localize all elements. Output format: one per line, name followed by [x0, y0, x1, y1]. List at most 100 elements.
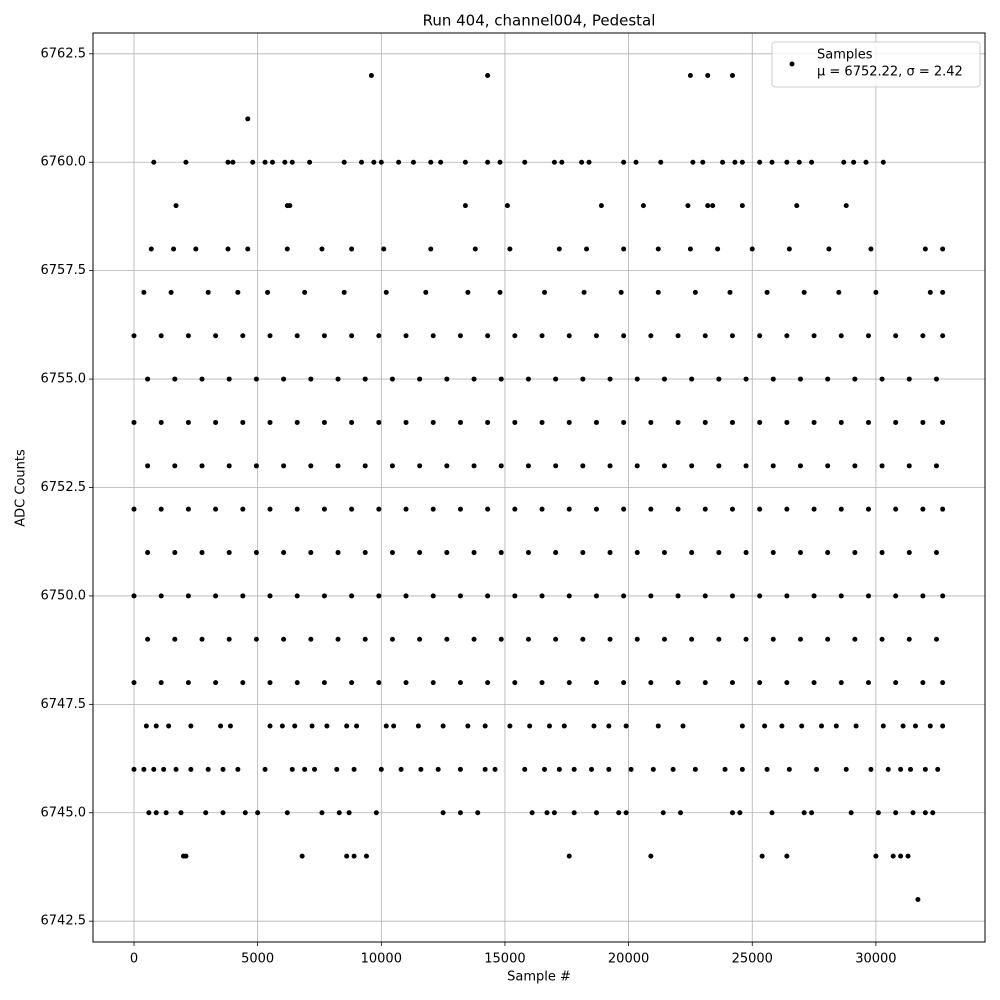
- point: [690, 159, 696, 165]
- point: [324, 723, 330, 729]
- point: [607, 550, 613, 556]
- point: [940, 289, 946, 295]
- point: [634, 550, 640, 556]
- point: [492, 766, 498, 772]
- point: [308, 636, 314, 642]
- point: [220, 810, 226, 816]
- point: [349, 246, 355, 252]
- point: [770, 550, 776, 556]
- point: [417, 463, 423, 469]
- point: [770, 636, 776, 642]
- point: [678, 810, 684, 816]
- point: [245, 246, 251, 252]
- point: [131, 766, 137, 772]
- point: [865, 419, 871, 425]
- point: [465, 289, 471, 295]
- point: [428, 159, 434, 165]
- point: [294, 506, 300, 512]
- point: [336, 810, 342, 816]
- point: [648, 419, 654, 425]
- point: [900, 723, 906, 729]
- point: [199, 463, 205, 469]
- point: [571, 810, 577, 816]
- point: [743, 376, 749, 382]
- point: [417, 376, 423, 382]
- point: [472, 246, 478, 252]
- point: [621, 333, 627, 339]
- point: [786, 246, 792, 252]
- y-tick-label: 6742.5: [41, 914, 87, 929]
- point: [591, 723, 597, 729]
- point: [675, 680, 681, 686]
- point: [507, 246, 513, 252]
- point: [158, 506, 164, 512]
- point: [529, 810, 535, 816]
- point: [457, 766, 463, 772]
- point: [648, 333, 654, 339]
- point: [589, 766, 595, 772]
- point: [784, 506, 790, 512]
- point: [226, 550, 232, 556]
- point: [346, 810, 352, 816]
- point: [811, 506, 817, 512]
- point: [893, 506, 899, 512]
- point: [235, 766, 241, 772]
- point: [794, 203, 800, 209]
- point: [865, 506, 871, 512]
- point: [376, 506, 382, 512]
- point: [898, 853, 904, 859]
- point: [784, 853, 790, 859]
- point: [757, 159, 763, 165]
- point: [809, 810, 815, 816]
- point: [621, 593, 627, 599]
- point: [265, 289, 271, 295]
- point: [396, 159, 402, 165]
- point: [145, 463, 151, 469]
- point: [444, 550, 450, 556]
- point: [852, 636, 858, 642]
- point: [267, 506, 273, 512]
- point: [739, 203, 745, 209]
- point: [485, 73, 491, 79]
- point: [294, 593, 300, 599]
- point: [539, 419, 545, 425]
- point: [553, 463, 559, 469]
- point: [226, 636, 232, 642]
- point: [598, 203, 604, 209]
- point: [471, 636, 477, 642]
- point: [253, 636, 259, 642]
- point: [940, 506, 946, 512]
- point: [702, 506, 708, 512]
- point: [634, 376, 640, 382]
- point: [512, 419, 518, 425]
- point: [185, 419, 191, 425]
- point: [354, 723, 360, 729]
- point: [498, 550, 504, 556]
- point: [873, 853, 879, 859]
- point: [359, 159, 365, 165]
- point: [417, 636, 423, 642]
- point: [344, 853, 350, 859]
- point: [912, 723, 918, 729]
- point: [868, 766, 874, 772]
- point: [482, 766, 488, 772]
- legend: Samples μ = 6752.22, σ = 2.42: [771, 41, 981, 88]
- point: [865, 333, 871, 339]
- point: [868, 246, 874, 252]
- point: [933, 550, 939, 556]
- x-tick-label: 20000: [608, 952, 649, 967]
- point: [362, 550, 368, 556]
- point: [680, 723, 686, 729]
- point: [199, 636, 205, 642]
- x-tick-label: 30000: [855, 952, 896, 967]
- point: [213, 593, 219, 599]
- point: [879, 550, 885, 556]
- point: [485, 159, 491, 165]
- point: [893, 680, 899, 686]
- point: [893, 593, 899, 599]
- point: [253, 550, 259, 556]
- point: [287, 203, 293, 209]
- point: [172, 376, 178, 382]
- point: [188, 723, 194, 729]
- point: [335, 376, 341, 382]
